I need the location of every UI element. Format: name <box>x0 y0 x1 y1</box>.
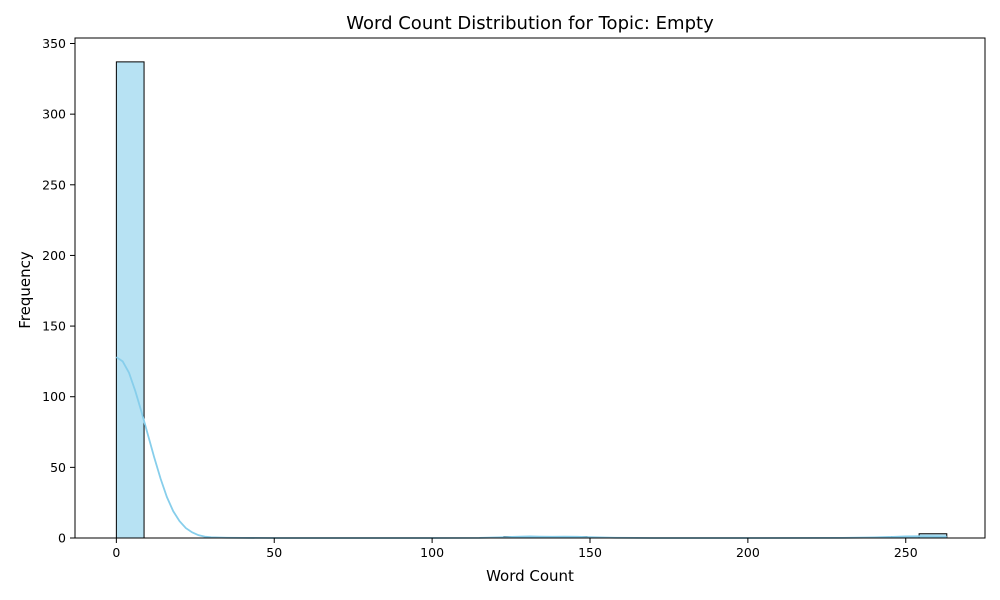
x-tick-label: 200 <box>736 545 760 560</box>
y-tick-label: 200 <box>42 248 66 263</box>
histogram-bar <box>115 61 145 539</box>
kde-layer <box>115 356 947 539</box>
x-axis-label: Word Count <box>486 567 574 585</box>
x-tick-label: 50 <box>266 545 282 560</box>
plot-frame <box>74 37 986 539</box>
x-tick-label: 0 <box>112 545 120 560</box>
y-tick-label: 100 <box>42 389 66 404</box>
y-axis-label: Frequency <box>16 251 34 329</box>
histogram-bars <box>115 61 948 539</box>
kde-line <box>115 356 947 539</box>
x-tick-label: 100 <box>420 545 444 560</box>
y-tick-label: 250 <box>42 177 66 192</box>
y-tick-label: 150 <box>42 319 66 334</box>
y-tick-label: 0 <box>58 531 66 546</box>
chart-title: Word Count Distribution for Topic: Empty <box>346 13 714 34</box>
y-axis-ticks: 0 50 100 150 200 250 300 350 <box>42 36 75 546</box>
y-tick-label: 300 <box>42 107 66 122</box>
x-tick-label: 150 <box>578 545 602 560</box>
y-tick-label: 50 <box>50 460 66 475</box>
x-axis-ticks: 0 50 100 150 200 250 <box>112 538 918 560</box>
y-tick-label: 350 <box>42 36 66 51</box>
x-tick-label: 250 <box>894 545 918 560</box>
